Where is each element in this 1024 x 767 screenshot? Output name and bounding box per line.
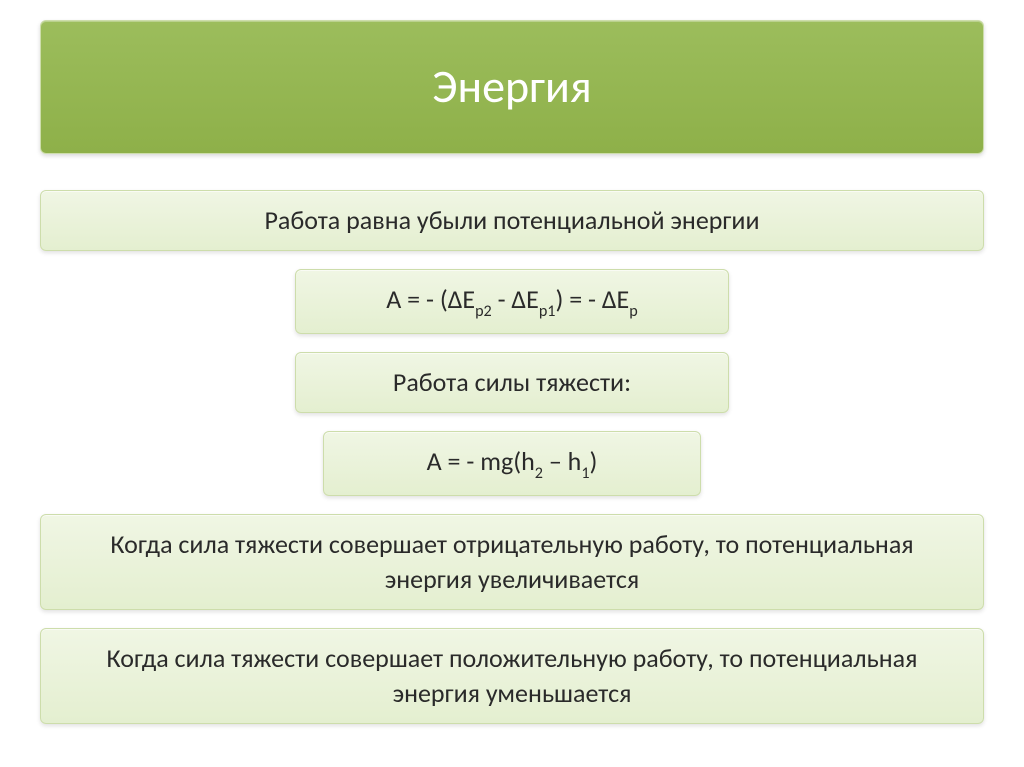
slide-title: Энергия (40, 20, 984, 154)
content-box-3: A = - mg(h2 – h1) (323, 431, 701, 496)
content-box-4: Когда сила тяжести совершает отрицательн… (40, 514, 984, 610)
content-area: Работа равна убыли потенциальной энергии… (40, 190, 984, 724)
content-box-1: A = - (ΔEp2 - ΔEp1) = - ΔEp (295, 269, 729, 334)
content-box-0: Работа равна убыли потенциальной энергии (40, 190, 984, 251)
content-box-2: Работа силы тяжести: (295, 352, 729, 413)
content-box-5: Когда сила тяжести совершает положительн… (40, 628, 984, 724)
